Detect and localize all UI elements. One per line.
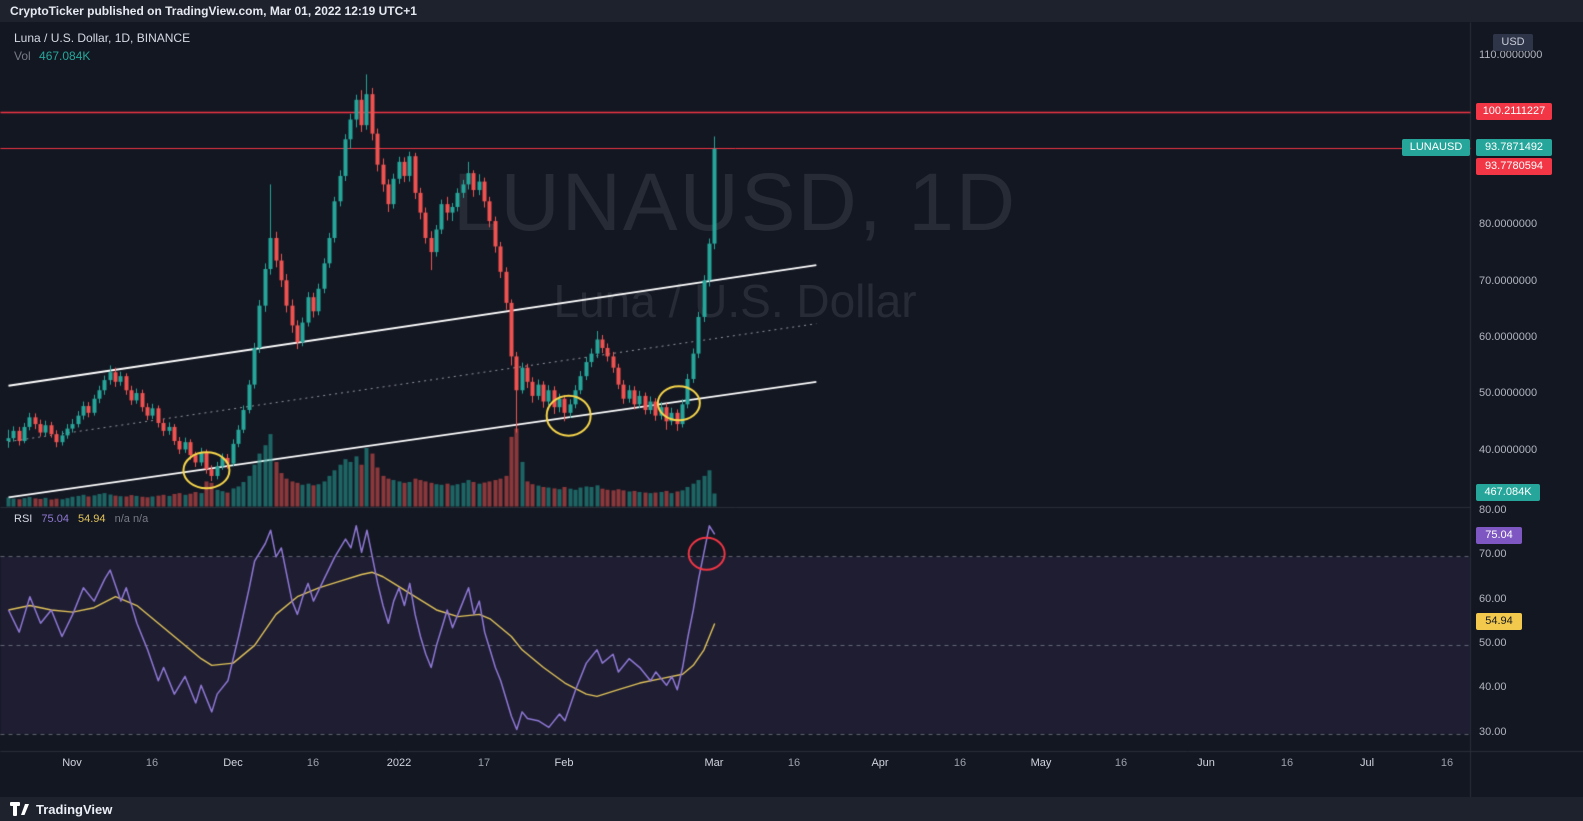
time-axis-label: Feb (554, 757, 574, 769)
rsi-axis-label: 80.00 (1479, 504, 1507, 516)
rsi-axis-label: 70.00 (1479, 548, 1507, 560)
symbol-badge: LUNAUSD (1402, 139, 1470, 156)
symbol-legend[interactable]: Luna / U.S. Dollar, 1D, BINANCE (14, 31, 190, 45)
price-axis-label: 70.0000000 (1479, 275, 1538, 287)
time-axis-label: 16 (306, 757, 320, 769)
rsi-axis-label: 40.00 (1479, 681, 1507, 693)
volume-value: 467.084K (39, 49, 91, 63)
time-axis-label: 16 (1280, 757, 1294, 769)
tradingview-logo-icon[interactable] (10, 802, 29, 816)
footer-bar: TradingView (0, 797, 1583, 821)
rsi-badge: 75.04 (1476, 527, 1522, 544)
rsi-ma-value: 54.94 (78, 513, 106, 525)
volume-label: Vol (14, 49, 31, 63)
time-axis-label: 16 (1114, 757, 1128, 769)
price-axis-label: 50.0000000 (1479, 387, 1538, 399)
symbol-legend-text: Luna / U.S. Dollar, 1D, BINANCE (14, 31, 191, 45)
price-axis-label: 60.0000000 (1479, 331, 1538, 343)
tradingview-brand[interactable]: TradingView (36, 801, 113, 817)
time-axis-label: Jun (1197, 757, 1215, 769)
time-axis-label: Jul (1359, 757, 1375, 769)
time-axis-label: May (1030, 757, 1052, 769)
price-axis-label: 40.0000000 (1479, 444, 1538, 456)
support-price-badge: 93.7780594 (1476, 158, 1552, 175)
rsi-ma-badge: 54.94 (1476, 613, 1522, 630)
rsi-label: RSI (14, 513, 33, 525)
volume-badge: 467.084K (1476, 484, 1540, 501)
time-axis-label: 16 (953, 757, 967, 769)
time-axis-label: Apr (871, 757, 889, 769)
publisher-bar: CryptoTicker published on TradingView.co… (0, 0, 1583, 22)
time-axis-label: Nov (62, 757, 82, 769)
time-axis-label: 16 (787, 757, 801, 769)
time-axis-label: 17 (477, 757, 491, 769)
time-axis-label: 2022 (386, 757, 412, 769)
volume-legend[interactable]: Vol 467.084K (14, 49, 90, 63)
last-price-badge: 93.7871492 (1476, 139, 1552, 156)
rsi-axis-label: 60.00 (1479, 593, 1507, 605)
currency-chip: USD (1493, 34, 1533, 51)
rsi-value: 75.04 (41, 513, 69, 525)
rsi-extra-values: n/a n/a (114, 513, 149, 525)
price-axis-label: 110.0000000 (1479, 49, 1543, 61)
time-axis-label: 16 (145, 757, 159, 769)
time-axis-label: 16 (1440, 757, 1454, 769)
time-axis-label: Dec (223, 757, 243, 769)
rsi-axis-label: 50.00 (1479, 637, 1507, 649)
publisher-text: CryptoTicker published on TradingView.co… (10, 4, 417, 18)
rsi-axis-label: 30.00 (1479, 726, 1507, 738)
resistance-price-badge: 100.2111227 (1476, 103, 1552, 120)
rsi-legend[interactable]: RSI 75.04 54.94 n/a n/a (14, 513, 154, 525)
price-axis-label: 80.0000000 (1479, 218, 1538, 230)
time-axis-label: Mar (704, 757, 724, 769)
